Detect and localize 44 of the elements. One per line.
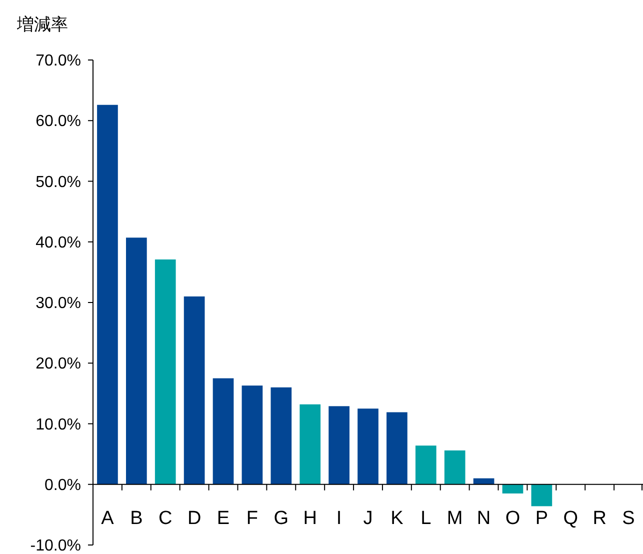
bar [242,386,263,484]
x-tick-label: F [246,508,258,529]
x-tick-label: R [592,508,606,529]
x-tick-label: J [363,508,373,529]
y-axis-title: 増減率 [16,15,68,34]
x-tick-label: G [274,508,289,529]
x-tick-label: L [420,508,432,529]
bar [386,412,408,484]
y-tick-label: 50.0% [36,174,81,191]
x-tick-label: C [158,508,172,529]
bar [154,259,176,484]
x-tick-label: Q [563,508,578,529]
bar [502,484,524,494]
y-tick-label: -10.0% [30,538,81,554]
x-tick-label: K [390,508,404,529]
y-tick-label: 60.0% [36,113,81,130]
bar [328,406,350,484]
x-tick-label: N [476,508,491,529]
bar [531,484,552,506]
bar [358,408,378,484]
x-tick-label: A [101,508,114,529]
x-tick-label: D [187,508,202,529]
bar [270,387,292,484]
x-tick-label: H [303,508,317,529]
bar [300,404,321,484]
y-tick-label: 0.0% [44,476,81,494]
x-tick-label: I [336,508,342,529]
bar [184,296,205,484]
y-tick-label: 30.0% [36,295,81,312]
x-tick-label: M [446,508,463,529]
x-tick-label: S [622,508,635,529]
x-tick-label: P [535,508,548,529]
bar [212,378,234,484]
bar [415,446,436,484]
x-tick-label: O [505,508,520,529]
x-tick-label: B [130,508,143,529]
y-tick-label: 20.0% [36,356,81,373]
y-tick-label: 40.0% [36,234,81,252]
x-tick-label: E [216,508,230,529]
y-tick-label: 70.0% [36,52,81,70]
bar [126,238,147,484]
bar [444,450,466,484]
bar [97,104,118,484]
y-tick-label: 10.0% [36,416,81,434]
